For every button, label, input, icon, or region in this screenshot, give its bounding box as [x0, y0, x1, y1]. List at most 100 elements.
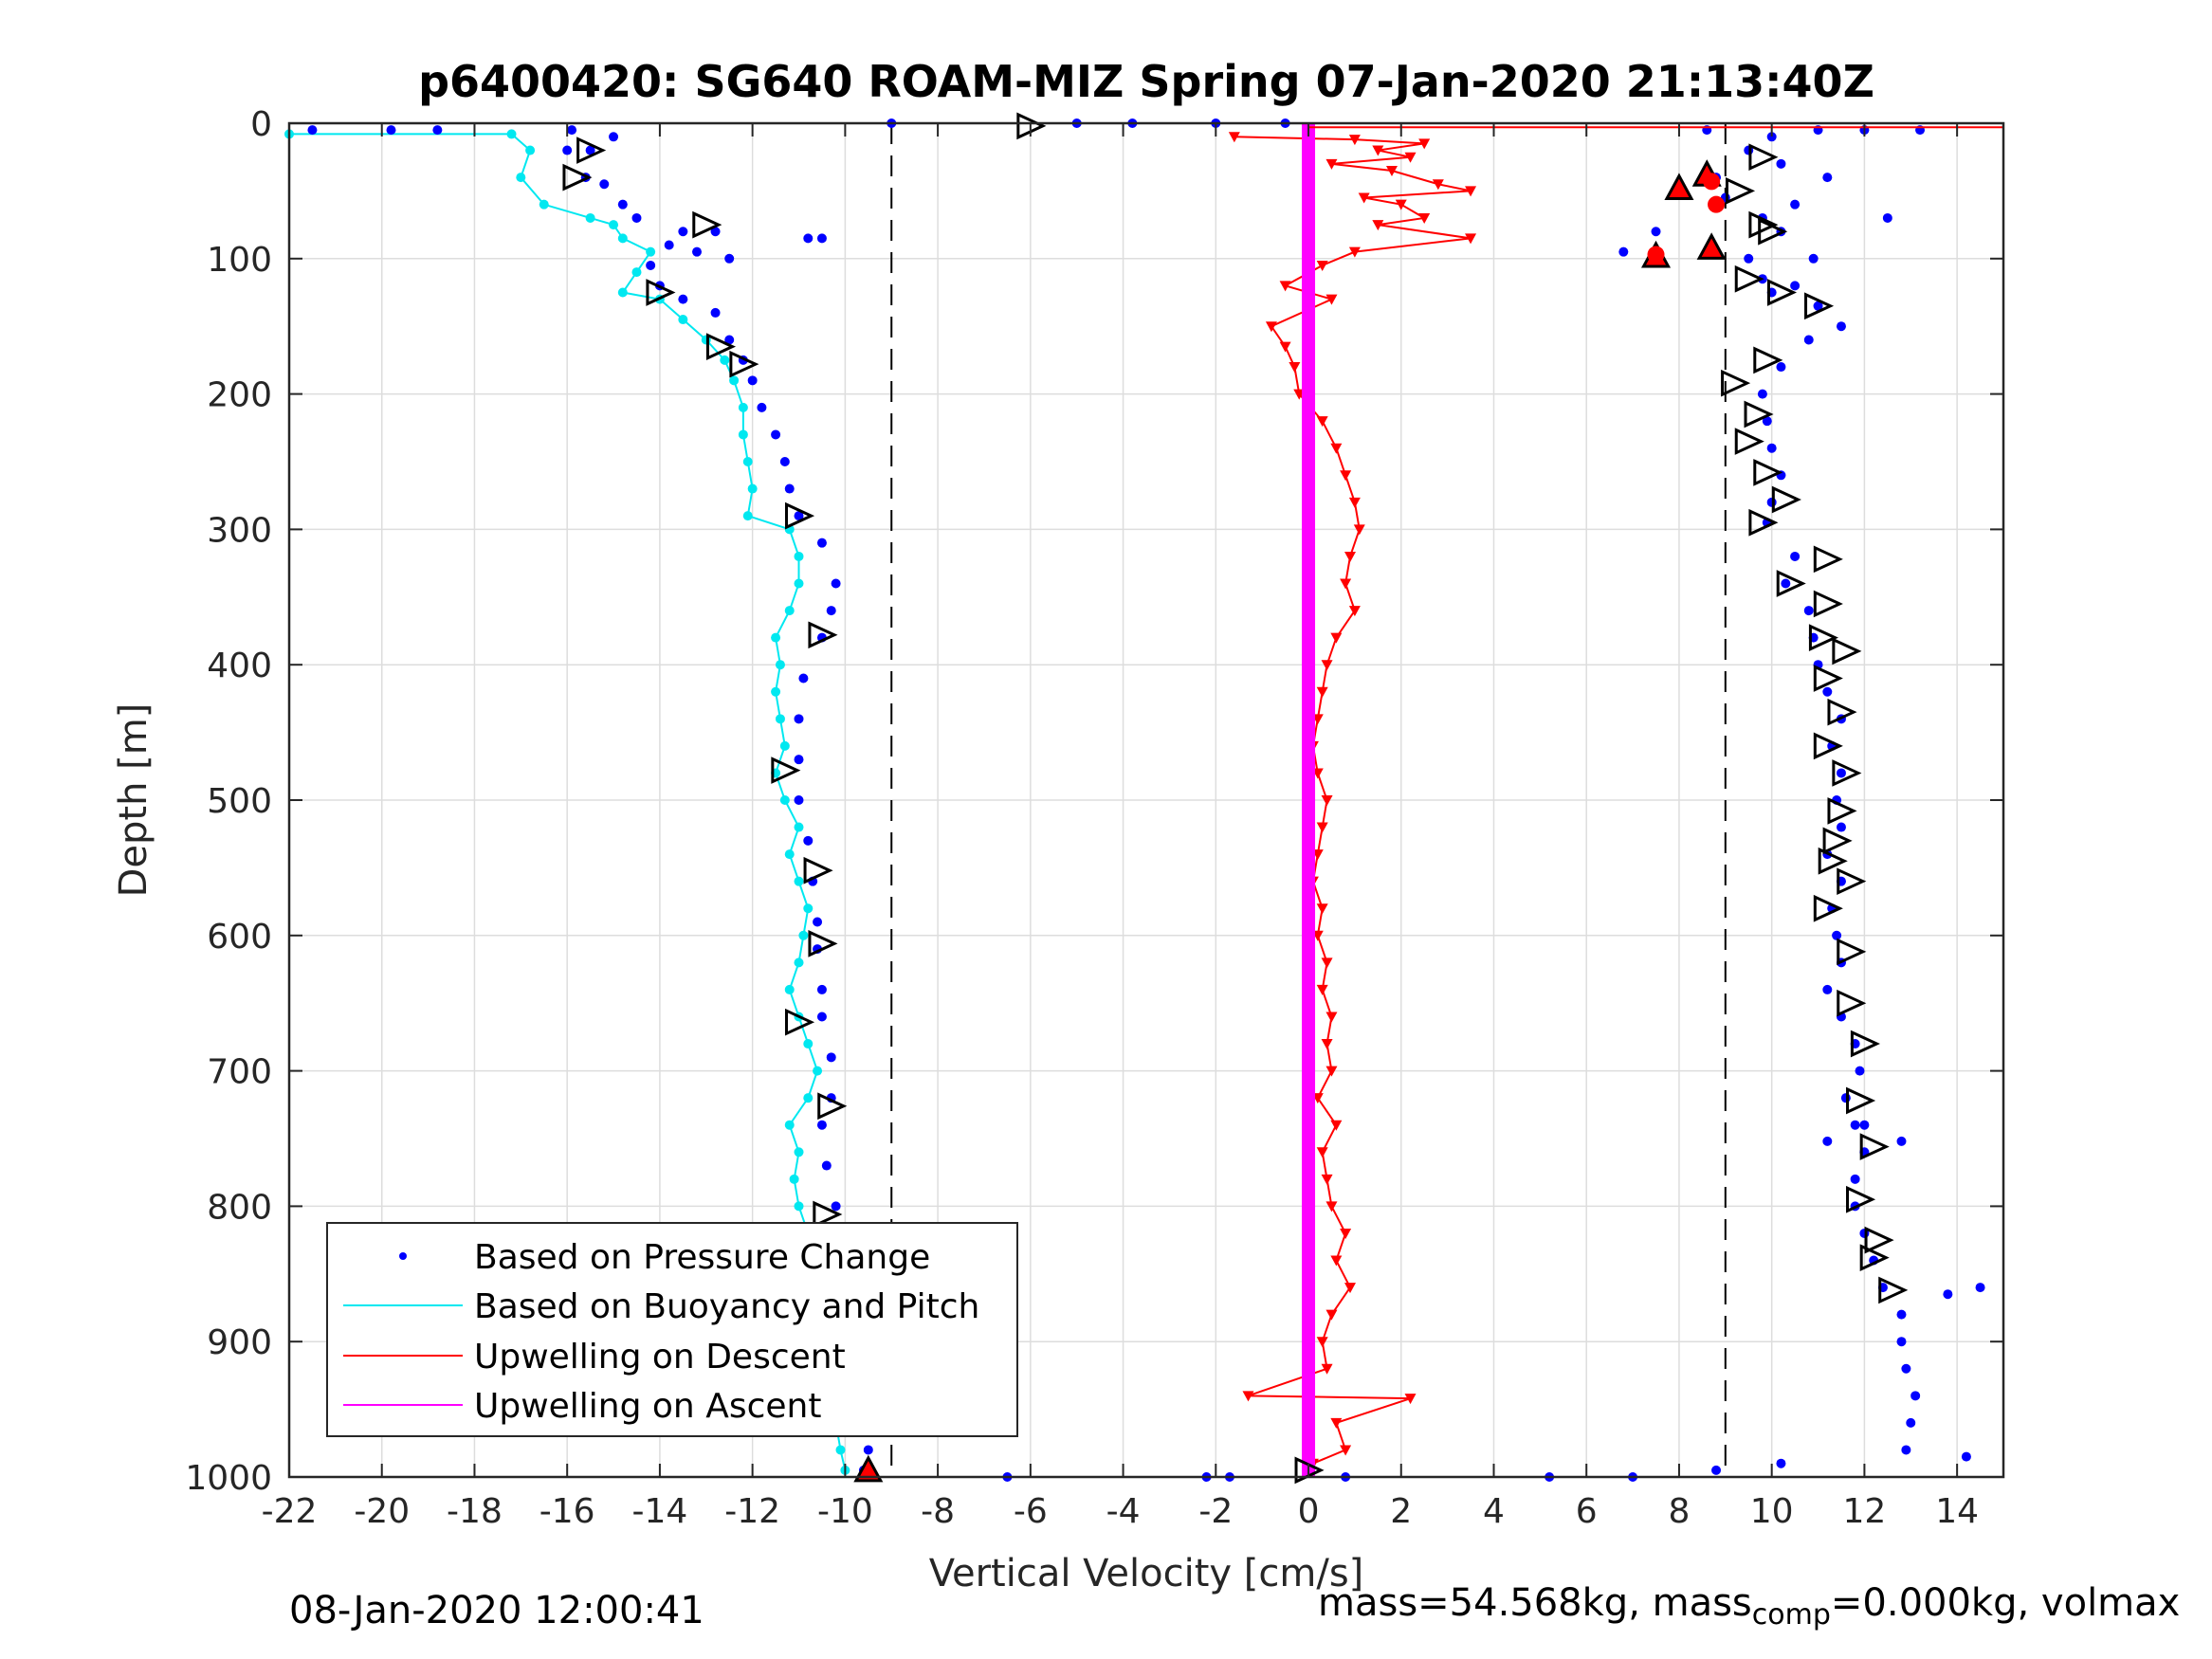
open-triangle-marker [803, 856, 833, 884]
upwelling-descent-point [1340, 1445, 1352, 1456]
buoyancy-point [803, 1039, 814, 1049]
open-triangle-marker [1771, 485, 1801, 514]
pressure-dive-point [821, 1160, 832, 1171]
pressure-dive-point [664, 240, 674, 250]
upwelling-descent-point [1325, 294, 1338, 305]
buoyancy-point [525, 145, 536, 155]
upwelling-descent-point [1289, 362, 1301, 374]
open-triangle-marker [1859, 1133, 1890, 1160]
buoyancy-point [794, 957, 804, 968]
pressure-dive-point [831, 578, 841, 589]
pressure-climb-point [1836, 768, 1846, 778]
pressure-climb-point [1781, 578, 1791, 589]
upwelling-descent-point [1418, 212, 1431, 224]
pressure-climb-point [1776, 1458, 1786, 1468]
open-triangle-marker [1822, 827, 1853, 855]
upwelling-descent-point [1265, 321, 1277, 333]
pressure-climb-point [1859, 1120, 1870, 1130]
buoyancy-point [617, 287, 628, 298]
pressure-climb-point [1766, 443, 1777, 453]
open-triangle-marker [771, 757, 801, 784]
upwelling-descent-point [1348, 246, 1361, 258]
open-triangle-marker [1804, 292, 1835, 320]
open-triangle-marker [1753, 346, 1783, 374]
y-axis-label: Depth [m] [112, 703, 155, 898]
open-triangle-marker [813, 1200, 843, 1229]
open-triangle-marker [808, 621, 838, 649]
pressure-dive-point [816, 233, 827, 244]
upwelling-descent-point [1385, 165, 1398, 176]
pressure-climb-point [1790, 551, 1801, 561]
buoyancy-point [539, 199, 549, 210]
mass-footer: mass=54.568kg, masscomp=0.000kg, volmax [1318, 1581, 2180, 1632]
upwelling-descent-point [1348, 497, 1361, 508]
upwelling-descent-point [1395, 199, 1407, 210]
mass-footer-suffix: =0.000kg, volmax [1830, 1581, 2181, 1625]
upwelling-descent-point [1372, 220, 1384, 231]
open-triangle-marker [1832, 637, 1862, 665]
pressure-dive-point [826, 1052, 836, 1063]
pressure-dive-point [798, 673, 809, 684]
buoyancy-point [738, 402, 748, 412]
upwelling-descent-point [1316, 822, 1328, 833]
open-triangle-marker [1837, 867, 1867, 896]
upwelling-descent-point [1325, 158, 1338, 170]
buoyancy-point [742, 511, 753, 521]
buoyancy-point [771, 686, 781, 697]
upwelling-descent-point [1372, 145, 1384, 156]
x-axis-label: Vertical Velocity [cm/s] [929, 1552, 1364, 1595]
pressure-climb-point [1766, 497, 1777, 507]
pressure-dive-point [794, 714, 804, 724]
open-triangle-marker [1748, 143, 1779, 172]
buoyancy-point [803, 903, 814, 914]
pressure-dive-point [757, 402, 767, 412]
open-triangle-marker [1813, 894, 1843, 922]
pressure-climb-point [1803, 335, 1814, 345]
upwelling-descent-point [1340, 1228, 1352, 1239]
filled-circle-marker [1708, 195, 1726, 213]
buoyancy-point [798, 930, 809, 940]
upwelling-descent-point [1325, 1309, 1338, 1321]
y-tick-label: 0 [250, 105, 272, 144]
open-triangle-marker [785, 1008, 815, 1036]
pressure-climb-point [1822, 686, 1833, 697]
open-triangle-marker [1748, 210, 1779, 239]
buoyancy-point [803, 1093, 814, 1103]
x-tick-label: -20 [354, 1492, 410, 1531]
pressure-dive-point [678, 294, 688, 304]
upwelling-descent-point [1353, 524, 1365, 536]
pressure-dive-point [307, 125, 318, 136]
upwelling-descent-point [1279, 341, 1291, 353]
upwelling-descent-point [1330, 1120, 1343, 1131]
pressure-climb-point [1766, 132, 1777, 142]
open-triangle-marker [1753, 459, 1783, 486]
pressure-dive-point [747, 375, 758, 386]
pressure-dive-point [609, 132, 619, 142]
upwelling-descent-point [1465, 233, 1477, 245]
pressure-dive-point [771, 429, 781, 440]
buoyancy-point [747, 483, 758, 494]
upwelling-descent-point [1321, 1174, 1333, 1185]
pressure-dive-point [646, 260, 656, 270]
upwelling-descent-point [1316, 903, 1328, 915]
open-triangle-marker [1734, 264, 1764, 293]
x-tick-label: -10 [817, 1492, 873, 1531]
buoyancy-point [794, 822, 804, 832]
buoyancy-point [784, 606, 795, 616]
y-tick-label: 400 [207, 647, 272, 685]
pressure-dive-point [710, 307, 721, 318]
pressure-climb-point [1882, 212, 1892, 223]
buoyancy-point [789, 1174, 799, 1184]
open-triangle-marker [1850, 1030, 1880, 1058]
filled-triangle-marker [1696, 232, 1727, 260]
marker-layer [562, 112, 1909, 1485]
x-tick-label: 10 [1750, 1492, 1794, 1531]
open-triangle-marker [1734, 428, 1764, 455]
upwelling-descent-point [1358, 192, 1370, 204]
open-triangle-marker [1827, 797, 1857, 825]
buoyancy-point [784, 984, 795, 994]
upwelling-descent-point [1321, 1363, 1333, 1375]
legend-label-upwelling-ascent: Upwelling on Ascent [474, 1387, 821, 1426]
pressure-climb-point [1776, 158, 1786, 169]
